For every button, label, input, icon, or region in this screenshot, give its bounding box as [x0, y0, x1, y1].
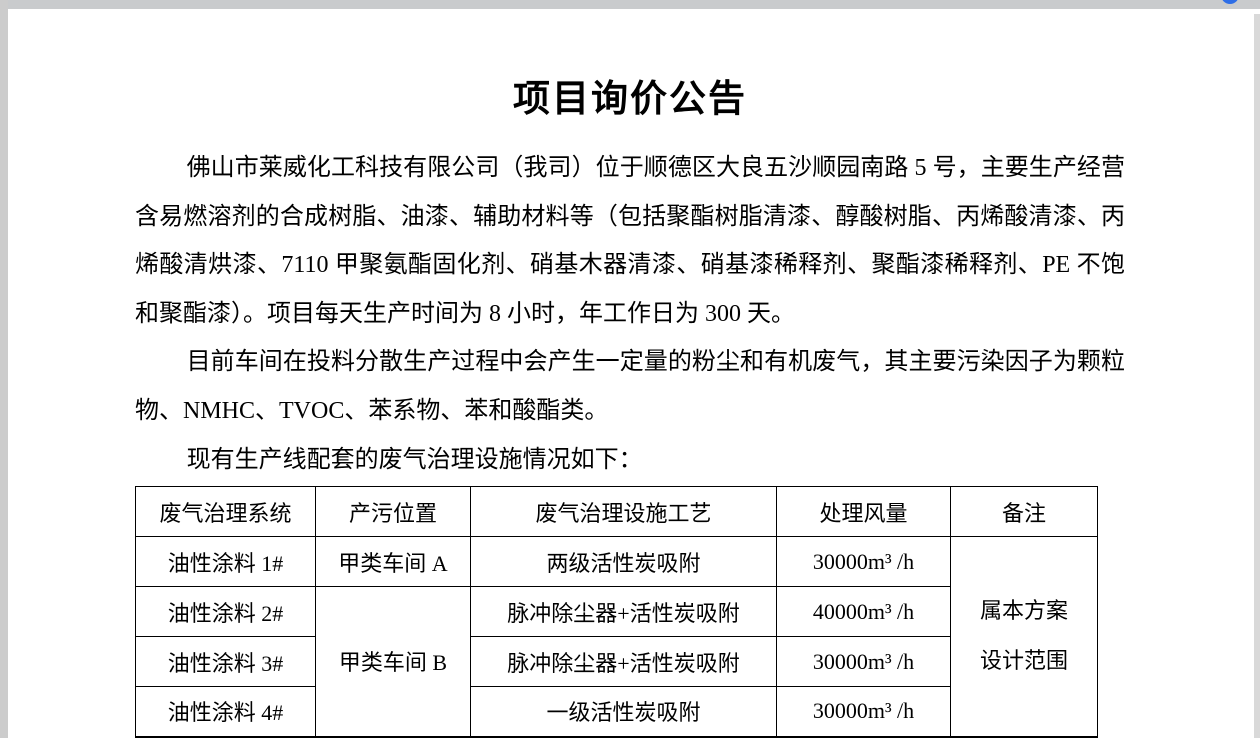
- paragraph-table-intro: 现有生产线配套的废气治理设施情况如下：: [186, 446, 643, 473]
- cell-airflow-3: 30000m³ /h: [776, 636, 951, 688]
- table-header-row: 废气治理系统 产污位置 废气治理设施工艺 处理风量 备注: [135, 486, 1098, 538]
- table-row-4: 油性涂料 4# 一级活性炭吸附 30000m³ /h: [135, 686, 1098, 738]
- cell-system-3: 油性涂料 3#: [135, 636, 316, 688]
- waste-gas-treatment-table: 废气治理系统 产污位置 废气治理设施工艺 处理风量 备注 油性涂料 1# 甲类车…: [135, 486, 1098, 738]
- cell-process-1: 两级活性炭吸附: [470, 536, 777, 588]
- document-title: 项目询价公告: [513, 79, 747, 120]
- cell-system-2: 油性涂料 2#: [135, 586, 316, 638]
- cell-process-4: 一级活性炭吸附: [470, 686, 777, 738]
- paragraph-company-intro: 佛山市莱威化工科技有限公司（我司）位于顺德区大良五沙顺园南路 5 号，主要生产经…: [135, 155, 1125, 327]
- col-header-system: 废气治理系统: [135, 486, 316, 538]
- cell-airflow-2: 40000m³ /h: [776, 586, 951, 638]
- col-header-location: 产污位置: [315, 486, 471, 538]
- cell-location-1: 甲类车间 A: [315, 536, 471, 588]
- cell-process-2: 脉冲除尘器+活性炭吸附: [470, 586, 777, 638]
- cell-note-merged: 属本方案 设计范围: [950, 536, 1098, 738]
- cell-location-merged: 甲类车间 B: [315, 586, 471, 738]
- left-border-strip: [0, 0, 8, 738]
- note-line-1: 属本方案: [979, 598, 1068, 624]
- table-row-1: 油性涂料 1# 甲类车间 A 两级活性炭吸附 30000m³ /h 属本方案 设…: [135, 536, 1098, 738]
- table-row-2: 油性涂料 2# 甲类车间 B 脉冲除尘器+活性炭吸附 40000m³ /h: [135, 586, 1098, 738]
- col-header-note: 备注: [950, 486, 1098, 538]
- cell-process-3: 脉冲除尘器+活性炭吸附: [470, 636, 777, 688]
- cell-system-4: 油性涂料 4#: [135, 686, 316, 738]
- note-line-2: 设计范围: [979, 648, 1068, 674]
- col-header-airflow: 处理风量: [776, 486, 951, 538]
- floating-badge-icon[interactable]: [1221, 0, 1239, 4]
- cell-airflow-4: 30000m³ /h: [776, 686, 951, 738]
- top-border-band: [0, 0, 1260, 9]
- document-page: 项目询价公告 佛山市莱威化工科技有限公司（我司）位于顺德区大良五沙顺园南路 5 …: [135, 0, 1125, 738]
- cell-airflow-1: 30000m³ /h: [776, 536, 951, 588]
- scrollbar-track[interactable]: [1254, 14, 1260, 738]
- cell-system-1: 油性涂料 1#: [135, 536, 316, 588]
- col-header-process: 废气治理设施工艺: [470, 486, 777, 538]
- paragraph-pollution-factors: 目前车间在投料分散生产过程中会产生一定量的粉尘和有机废气，其主要污染因子为颗粒物…: [135, 349, 1125, 424]
